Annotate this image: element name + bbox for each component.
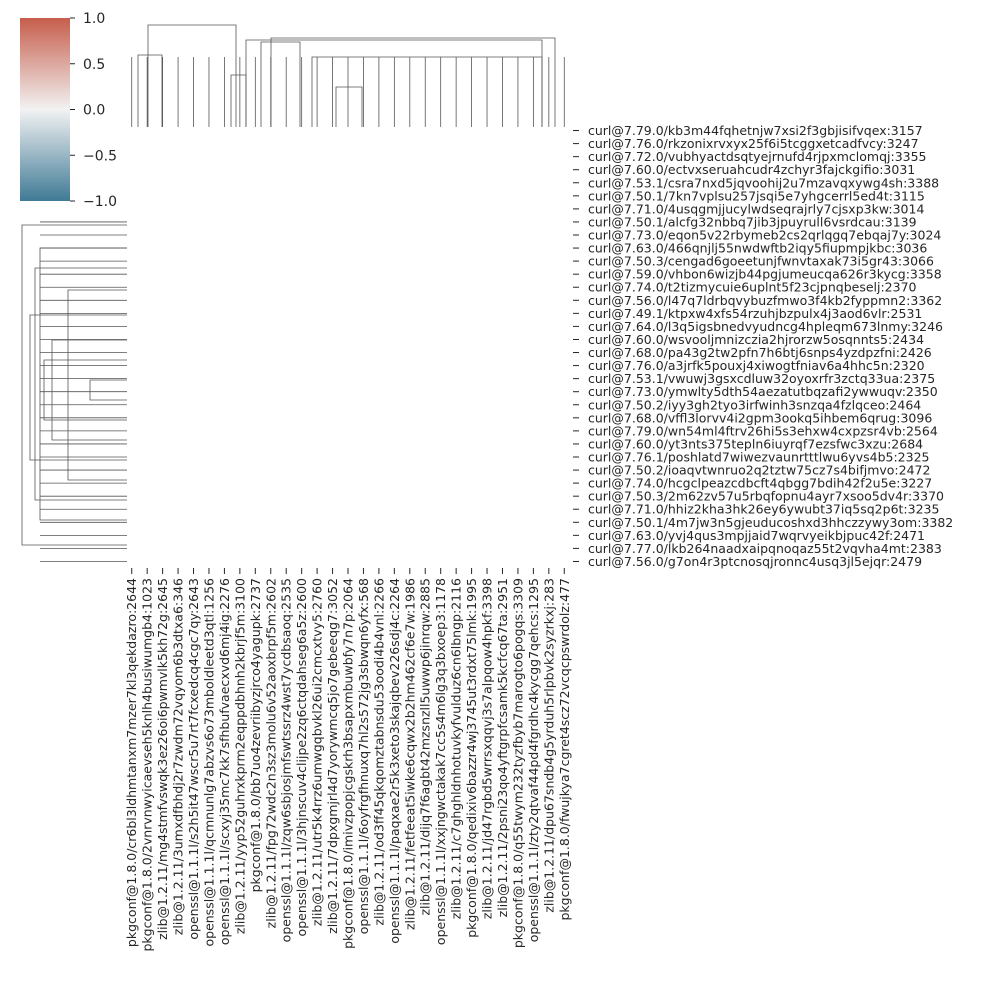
column-dendrogram-link — [147, 24, 237, 127]
column-dendrogram-link — [335, 86, 363, 127]
row-tick-label: curl@7.50.1/alcfg32nbbq7jib3jpuyrull6vsr… — [588, 214, 917, 229]
colorbar-tick-label: −1.0 — [83, 194, 117, 210]
row-tick-label: curl@7.50.1/7kn7vplsu257jsqi5e7yhgcerrl5… — [588, 188, 925, 203]
row-tick-label: curl@7.79.0/wn54ml4ftrv26hi5s3ehxw4cxpzs… — [588, 423, 938, 438]
row-tick-label: curl@7.59.0/vhbon6wizjb44pgjumeucqa626r3… — [588, 267, 942, 282]
column-tick-label: zlib@1.2.11/fpg72wdc2n3sz3molu6v52aoxbrp… — [263, 578, 278, 928]
row-dendrogram-link — [21, 224, 127, 546]
row-tick-label: curl@7.50.2/ioaqvtwnruo2q2tztw75cz7s4bif… — [588, 463, 930, 478]
row-tick-label: curl@7.73.0/ymwlty5dth54aezatutbqzafi2yw… — [588, 384, 938, 399]
column-tick-label: zlib@1.2.11/yyp52guhrxkprm2eqppdbhnh2kbr… — [232, 578, 247, 934]
column-tick-label: pkgconf@1.8.0/qedixiv6bazzr4wj3745ut3rdx… — [464, 578, 479, 938]
column-tick-label: zlib@1.2.11/utr5k4rrz6umwgqbvkl26ui2cmcx… — [310, 578, 325, 926]
column-tick-label: zlib@1.2.11/fetfeeat5iwke6cqwx2b2hm462cf… — [402, 578, 417, 930]
colorbar-gradient — [20, 18, 70, 201]
colorbar: 1.0 0.5 0.0 −0.5 −1.0 — [20, 11, 117, 210]
row-tick-label: curl@7.76.0/a3jrfk5pouxj4xiwogtfniav6a4h… — [588, 358, 925, 373]
column-tick-label: zlib@1.2.11/od3ff45qkqomztabnsdu53oodi4b… — [371, 578, 386, 926]
row-tick-label: curl@7.73.0/eqon5v22rbymeb2cs2qrlqgq7ebq… — [588, 228, 941, 243]
row-tick-label: curl@7.68.0/pa43g2tw2pfn7h6btj6snps4yzdp… — [588, 345, 932, 360]
column-tick-label: zlib@1.2.11/dpu67sndb4g5yrduh5rlpbvk2syz… — [541, 578, 556, 913]
column-tick-label: zlib@1.2.11/7dpxgmjrl4d7yorywmcq5jo7gebe… — [325, 578, 340, 934]
column-tick-labels: pkgconf@1.8.0/cr6bl3ldhmtanxm7mzer7kl3qe… — [124, 568, 572, 952]
column-dendrogram-link — [137, 54, 163, 127]
row-tick-label: curl@7.53.1/vwuwj3gsxcdluw32oyoxrfr3zctq… — [588, 371, 935, 386]
row-dendrogram-link — [67, 289, 127, 481]
row-tick-label: curl@7.53.1/csra7nxd5jqvoohij2u7mzavqxyw… — [588, 175, 939, 190]
column-tick-label: openssl@1.1.1l/zty2qtvaf44pd4fgrdhc4kycg… — [526, 578, 541, 942]
column-tick-label: pkgconf@1.8.0/2vnrvnwyicaevseh5knlh4busi… — [140, 578, 155, 952]
row-tick-label: curl@7.60.0/yt3nts375tepln6iuyrqf7ezsfwc… — [588, 436, 923, 451]
row-tick-label: curl@7.50.2/iyy3gh2tyo3irfwinh3snzqa4fzl… — [588, 397, 921, 412]
colorbar-ticks: 1.0 0.5 0.0 −0.5 −1.0 — [70, 11, 117, 210]
row-dendrogram-link — [39, 247, 127, 521]
column-tick-label: zlib@1.2.11/3umxdfbhdj2r7zwdm72vqyom6b3d… — [171, 578, 186, 935]
row-tick-label: curl@7.77.0/lkb264naadxaipqnoqaz55t2vqvh… — [588, 541, 942, 556]
column-dendrogram-link — [311, 56, 543, 127]
column-tick-label: openssl@1.1.1l/paqxae2r5k3xeto3skajqbev2… — [387, 578, 402, 944]
row-tick-label: curl@7.60.0/wsvooljmnizczia2hjrorzw5osqn… — [588, 332, 924, 347]
column-dendrogram-link — [270, 37, 556, 127]
row-tick-label: curl@7.68.0/vffl3lorvv4i2gpm3ookq5ihbem6… — [588, 410, 932, 425]
column-dendrogram-link — [230, 74, 247, 127]
column-tick-label: openssl@1.1.1l/qcmnunlg7abzvs6o73mboldle… — [201, 578, 216, 947]
column-tick-label: pkgconf@1.8.0/cr6bl3ldhmtanxm7mzer7kl3qe… — [124, 578, 139, 947]
column-tick-label: openssl@1.1.1l/3hjnscuv4clijpe2zq6ctqdah… — [294, 578, 309, 936]
column-tick-label: zlib@1.2.11/dijq7f6agbt42mzsnzll5uwwp6ji… — [418, 578, 433, 916]
row-tick-label: curl@7.50.3/cengad6goeetunjfwnvtaxak73i5… — [588, 254, 934, 269]
colorbar-tick-label: 0.5 — [83, 57, 105, 73]
column-tick-label: zlib@1.2.11/2psni23qo4yftgrpfcsamk5kcfcq… — [495, 578, 510, 917]
row-tick-label: curl@7.76.1/poshlatd7wiwezvaunrtttlwu6yv… — [588, 450, 929, 465]
row-dendrogram-link — [51, 339, 127, 441]
column-tick-label: zlib@1.2.11/c7ghghldnhotuvkyfvulduz6cn6l… — [449, 578, 464, 919]
row-tick-labels: curl@7.79.0/kb3m44fqhetnjw7xsi2f3gbjisif… — [573, 123, 953, 569]
row-tick-label: curl@7.71.0/4usqgmjjucylwdseqrajrly7cjsx… — [588, 201, 924, 216]
colorbar-tick-label: 1.0 — [83, 11, 105, 27]
row-tick-label: curl@7.79.0/kb3m44fqhetnjw7xsi2f3gbjisif… — [588, 123, 923, 138]
column-tick-label: zlib@1.2.11/mg4stmfvswqk3ez26oi6pwmvlk5k… — [155, 578, 170, 940]
row-tick-label: curl@7.50.1/4m7jw3n5gjeuducoshxd3hhczzyw… — [588, 515, 953, 530]
column-tick-label: zlib@1.2.11/jd47rgbd5wrrsxqqvj3s7alpqow4… — [480, 578, 495, 919]
column-tick-label: openssl@1.1.1l/zqw6sbjosjmfswtssrz4wst7y… — [279, 578, 294, 942]
column-dendrogram-link — [260, 41, 301, 127]
row-tick-label: curl@7.74.0/hcgclpeazcdbcft4qbgg7bdih42f… — [588, 476, 932, 491]
row-dendrogram-link — [29, 314, 127, 461]
colorbar-tick-label: 0.0 — [83, 103, 105, 119]
column-tick-label: pkgconf@1.8.0/fwujkya7cgret4scz72vcqcpsw… — [557, 578, 572, 921]
colorbar-tick-label: −0.5 — [83, 148, 117, 164]
column-dendrogram-link — [245, 39, 543, 127]
row-tick-label: curl@7.56.0/l47q7ldrbqvybuzfmwo3f4kb2fyp… — [588, 293, 942, 308]
row-tick-label: curl@7.76.0/rkzonixrvxyx25f6i5tcggxetcad… — [588, 136, 919, 151]
row-tick-label: curl@7.56.0/g7on4r3ptcnosqjronnc4usq3jl5… — [588, 554, 922, 569]
row-dendrogram — [21, 221, 127, 562]
row-tick-label: curl@7.72.0/vubhyactdsqtyejrnufd4rjpxmcl… — [588, 149, 927, 164]
column-tick-label: pkgconf@1.8.0/imivzpopjcgskrh3bsapxmbuwb… — [341, 578, 356, 949]
column-tick-label: pkgconf@1.8.0/bb7uo4zevriibyzjrco4yagupk… — [248, 578, 263, 892]
column-tick-label: openssl@1.1.1l/scxyj35mc7kk7sfhbufvaecxv… — [217, 578, 232, 945]
row-tick-label: curl@7.74.0/t2tizmycuie6uplnt5f23cjpnqbe… — [588, 280, 917, 295]
column-tick-label: openssl@1.1.1l/xxjngwctakak7cc5s4m6lg3q3… — [433, 578, 448, 945]
row-dendrogram-link — [34, 267, 127, 501]
row-tick-label: curl@7.71.0/hhiz2kha3hk26ey6ywubt37iq5sq… — [588, 502, 939, 517]
row-tick-label: curl@7.63.0/466qnjlj55nwdwftb2iqy5fiupmp… — [588, 241, 927, 256]
column-tick-label: openssl@1.1.1l/s2h5it47wscr5u7rt7fcxedcq… — [186, 578, 201, 940]
row-tick-label: curl@7.49.1/ktpxw4xfs54rzuhjbzpulx4j3aod… — [588, 306, 922, 321]
row-tick-label: curl@7.64.0/l3q5igsbnedvyudncg4hpleqm673… — [588, 319, 943, 334]
row-dendrogram-link — [89, 379, 127, 401]
row-tick-label: curl@7.50.3/2m62zv57u5rbqfopnu4ayr7xsoo5… — [588, 489, 944, 504]
column-tick-label: openssl@1.1.1l/6oyfrgfhnuxq7hl2s572jg3sb… — [356, 578, 371, 934]
column-tick-label: pkgconf@1.8.0/q55twym232tyzfbyb7marogto6… — [510, 578, 525, 948]
column-dendrogram — [131, 24, 565, 127]
row-dendrogram-link — [43, 359, 127, 421]
row-tick-label: curl@7.63.0/yvj4qus3mpjjaid7wqrvyeikbjpu… — [588, 528, 925, 543]
row-tick-label: curl@7.60.0/ectvxseruahcudr4zchyr3fajckg… — [588, 162, 915, 177]
